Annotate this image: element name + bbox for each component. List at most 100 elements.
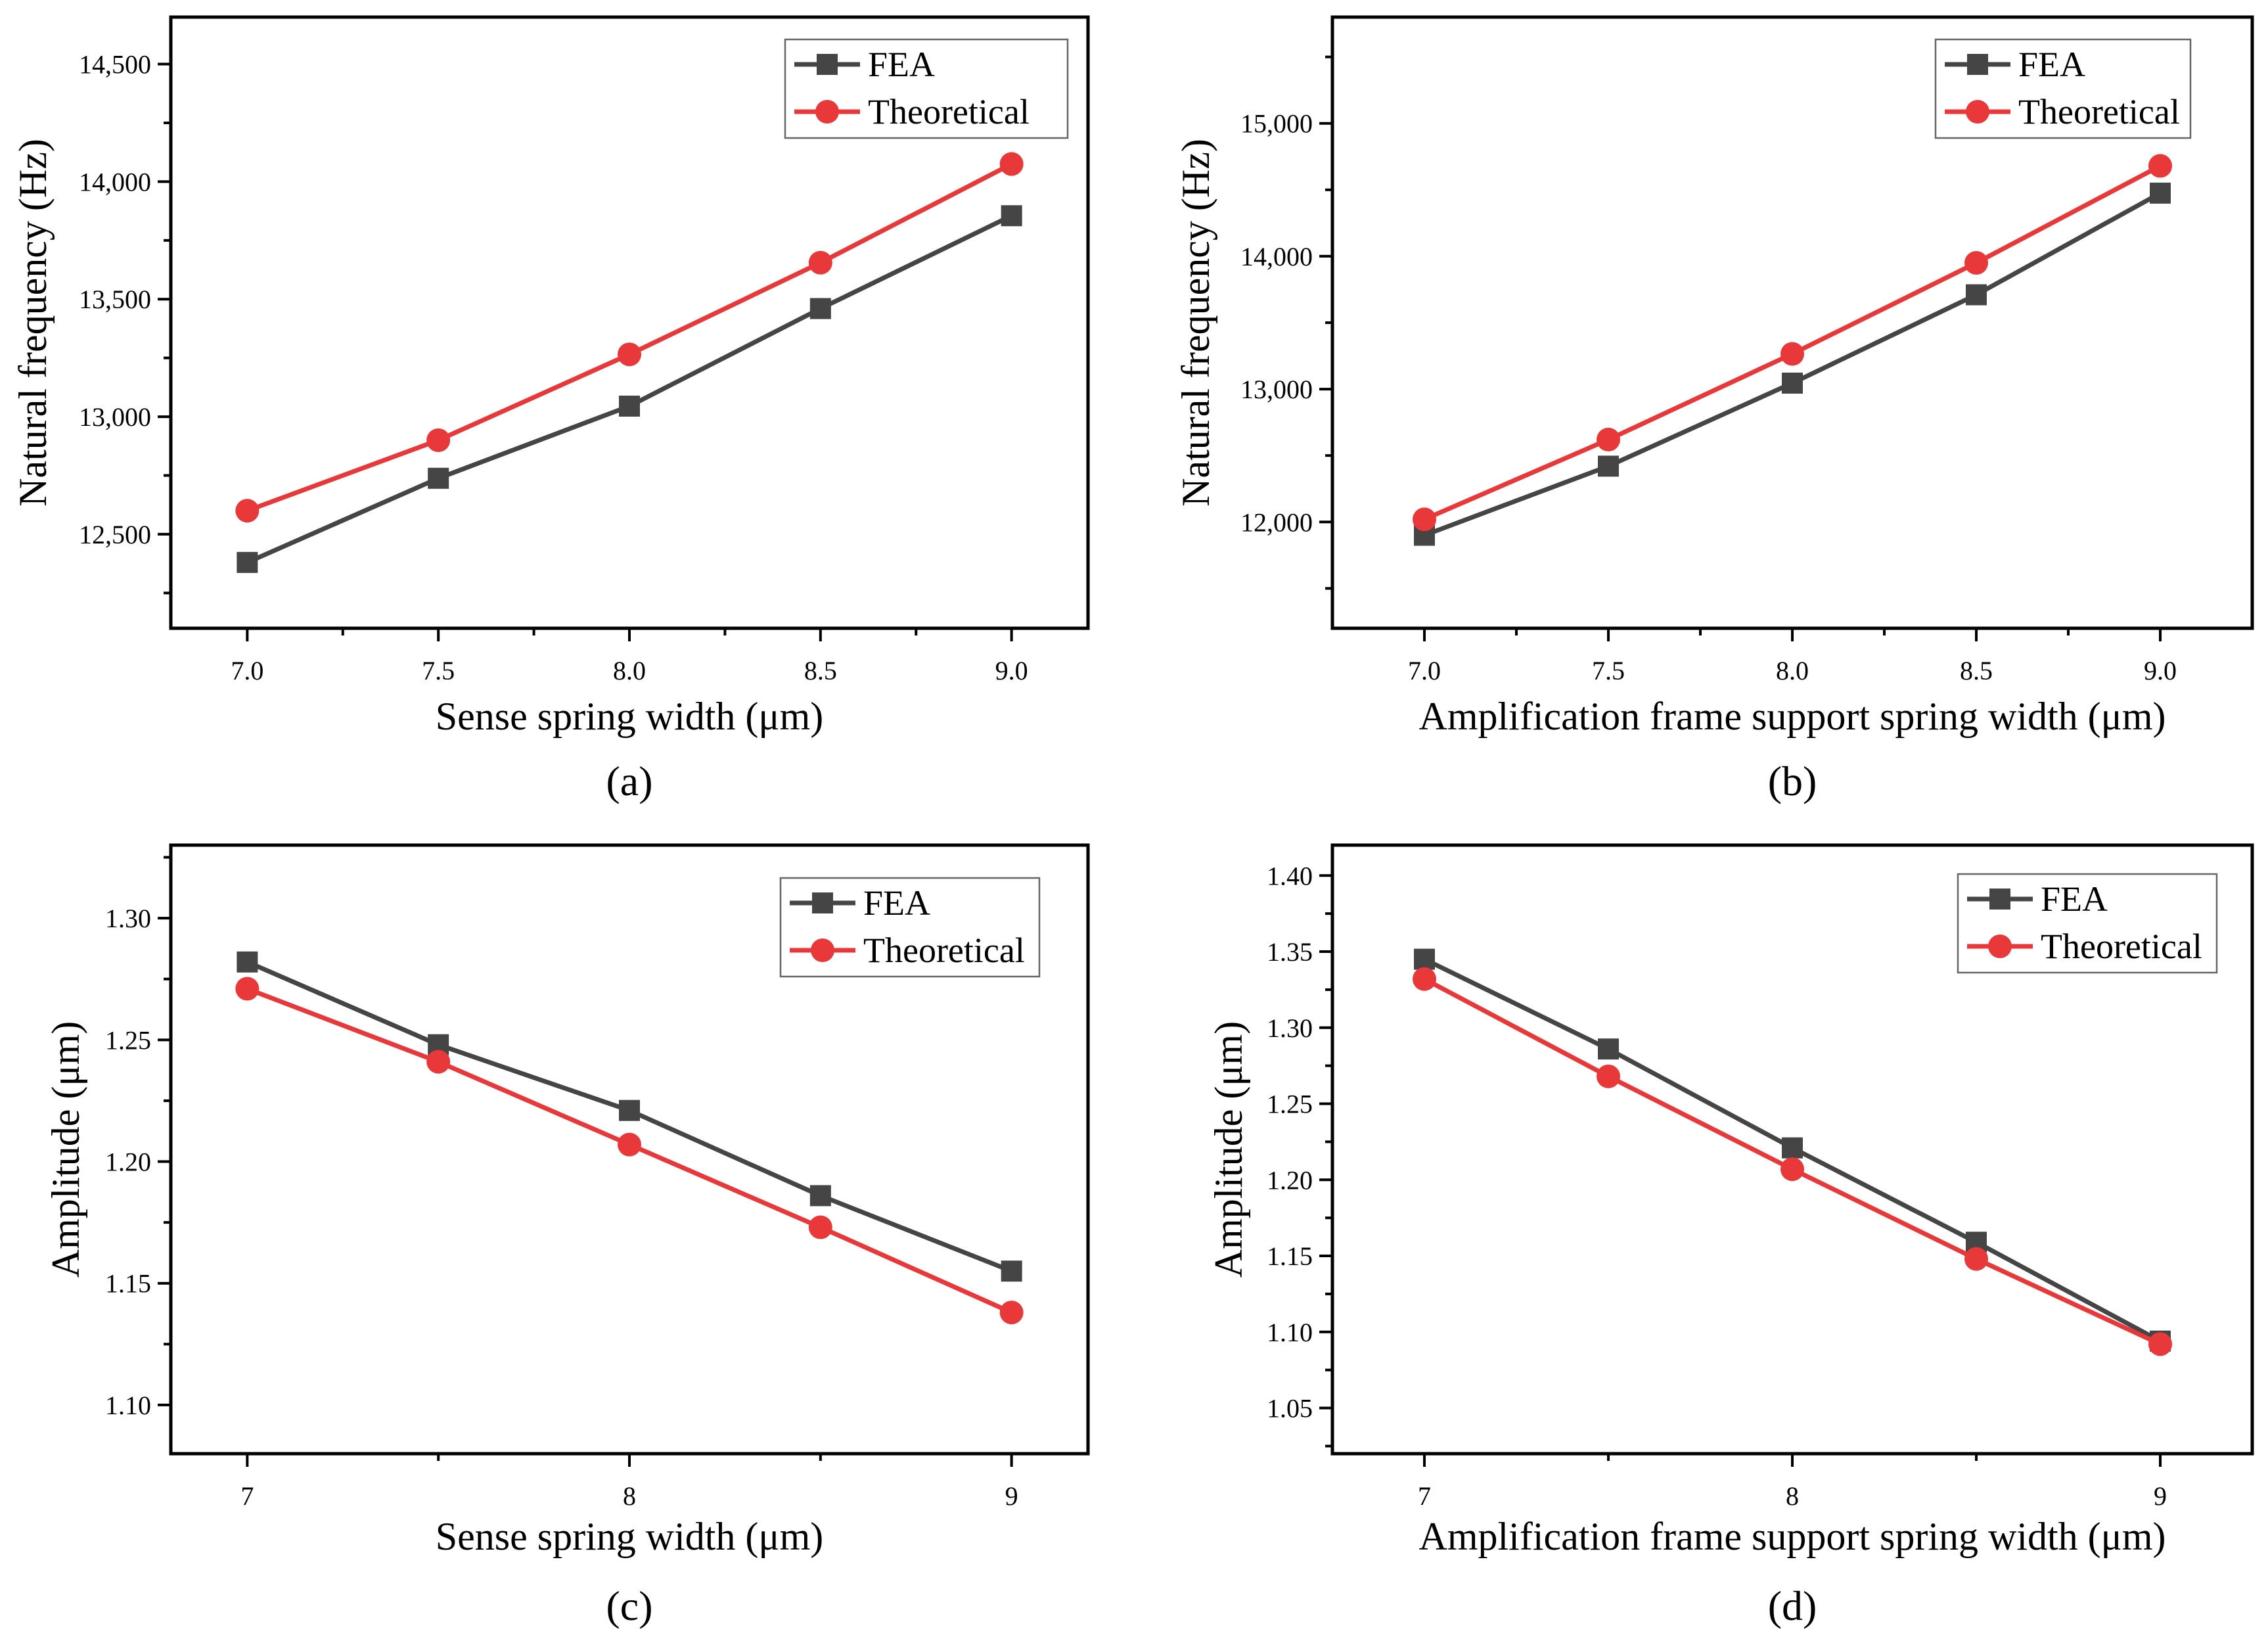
theoretical-point (1413, 507, 1436, 532)
x-tick-label: 9 (2154, 1481, 2167, 1511)
legend: FEA Theoretical (779, 877, 1041, 978)
x-axis-title: Sense spring width (μm) (436, 1515, 823, 1558)
y-axis-title: Natural frequency (Hz) (1174, 139, 1217, 507)
x-tick-label: 9.0 (2144, 656, 2177, 685)
theoretical-point (426, 1050, 451, 1074)
theoretical-point (808, 250, 832, 275)
y-tick-label: 13,000 (1240, 375, 1313, 404)
y-tick-label: 1.10 (105, 1391, 151, 1420)
chart-panel-d: 7 8 9 1.05 1.10 1.15 1.20 1.25 1.30 1.35 1.40 Ampli… (1207, 843, 2254, 1629)
theoretical-point (999, 1301, 1024, 1325)
y-tick-label: 1.15 (1267, 1241, 1313, 1271)
legend-label: FEA (868, 45, 935, 84)
theoretical-point (1597, 1064, 1620, 1088)
x-tick-label: 7 (1418, 1481, 1431, 1511)
series-line-theoretical (246, 162, 1013, 513)
y-axis-title: Amplitude (μm) (1207, 1021, 1250, 1278)
fea-point (1966, 284, 1987, 306)
x-tick-label: 8.0 (1776, 656, 1809, 685)
panel-label: (c) (606, 1582, 652, 1629)
x-tick-label: 9 (1005, 1481, 1018, 1511)
fea-point (1001, 1260, 1022, 1282)
x-tick-label: 7.5 (1592, 656, 1625, 685)
legend-label: Theoretical (2041, 927, 2202, 966)
legend-label: FEA (2041, 879, 2108, 919)
x-tick-label: 7.0 (231, 656, 263, 685)
fea-point (809, 298, 831, 319)
y-tick-label: 1.25 (105, 1025, 151, 1055)
legend: FEA Theoretical (784, 38, 1069, 139)
fea-point (1598, 455, 1619, 477)
y-tick-label: 1.20 (1267, 1165, 1313, 1195)
x-tick-label: 8.5 (1960, 656, 1993, 685)
legend-marker-fea (817, 54, 838, 75)
y-tick-label: 12,000 (1240, 507, 1313, 537)
panel-label: (a) (606, 758, 652, 804)
legend-marker-theoretical (1988, 935, 2012, 958)
theoretical-point (618, 1132, 641, 1157)
x-axis-title: Sense spring width (μm) (436, 695, 823, 738)
legend-marker-fea (812, 892, 833, 913)
legend: FEA Theoretical (1957, 873, 2218, 974)
theoretical-point (618, 342, 641, 367)
legend-label: Theoretical (863, 931, 1025, 970)
theoretical-point (808, 1215, 832, 1239)
y-tick-label: 13,500 (79, 285, 151, 314)
y-tick-label: 1.25 (1267, 1090, 1313, 1119)
fea-point (237, 551, 258, 573)
y-tick-label: 14,000 (1240, 242, 1313, 271)
x-tick-label: 8 (623, 1481, 636, 1511)
y-axis-title: Natural frequency (Hz) (11, 139, 55, 507)
x-tick-label: 9.0 (995, 656, 1028, 685)
x-tick-label: 7.0 (1408, 656, 1441, 685)
legend-label: Theoretical (2018, 92, 2180, 131)
legend-label: Theoretical (868, 92, 1030, 131)
legend-marker-theoretical (811, 938, 834, 962)
theoretical-point (426, 428, 451, 452)
fea-point (1414, 948, 1435, 970)
theoretical-point (235, 499, 260, 523)
x-axis-title: Amplification frame support spring width… (1419, 695, 2166, 738)
chart-panel-a: 7.0 7.5 8.0 8.5 9.0 12,500 13,000 13,500 14,000 1… (11, 15, 1090, 804)
legend-marker-theoretical (1966, 100, 1989, 124)
y-tick-label: 14,000 (79, 167, 151, 196)
panel-label: (d) (1768, 1582, 1817, 1629)
y-tick-label: 1.40 (1267, 861, 1313, 890)
y-tick-label: 1.05 (1267, 1394, 1313, 1423)
theoretical-point (1413, 967, 1436, 991)
y-tick-label: 1.20 (105, 1147, 151, 1177)
fea-point (1598, 1038, 1619, 1060)
y-tick-label: 1.30 (105, 904, 151, 933)
fea-point (619, 395, 640, 417)
chart-panel-b: 7.0 7.5 8.0 8.5 9.0 12,000 13,000 14,000 15,000 A… (1174, 15, 2254, 804)
y-tick-label: 12,500 (79, 520, 151, 549)
y-tick-label: 1.15 (105, 1269, 151, 1299)
fea-point (1782, 372, 1803, 394)
panel-label: (b) (1768, 758, 1817, 804)
legend-marker-theoretical (815, 100, 839, 124)
legend-marker-fea (1989, 889, 2010, 910)
theoretical-point (1780, 342, 1804, 366)
x-tick-label: 8 (1786, 1481, 1799, 1511)
y-tick-label: 14,500 (79, 50, 151, 80)
y-tick-label: 15,000 (1240, 109, 1313, 139)
x-axis-title: Amplification frame support spring width… (1419, 1515, 2166, 1558)
theoretical-point (1597, 427, 1620, 451)
x-tick-label: 7 (240, 1481, 254, 1511)
fea-point (1001, 205, 1022, 227)
fea-point (2150, 182, 2171, 204)
y-axis-title: Amplitude (μm) (44, 1021, 87, 1278)
theoretical-point (235, 977, 260, 1001)
fea-point (1782, 1137, 1803, 1159)
fea-point (809, 1185, 831, 1207)
y-tick-label: 1.30 (1267, 1013, 1313, 1043)
theoretical-point (2148, 1332, 2172, 1356)
theoretical-point (999, 152, 1024, 176)
y-tick-label: 1.10 (1267, 1318, 1313, 1347)
x-tick-label: 8.0 (613, 656, 646, 685)
y-tick-label: 1.35 (1267, 937, 1313, 967)
theoretical-point (2148, 154, 2172, 178)
fea-point (619, 1099, 640, 1121)
fea-point (428, 467, 449, 489)
